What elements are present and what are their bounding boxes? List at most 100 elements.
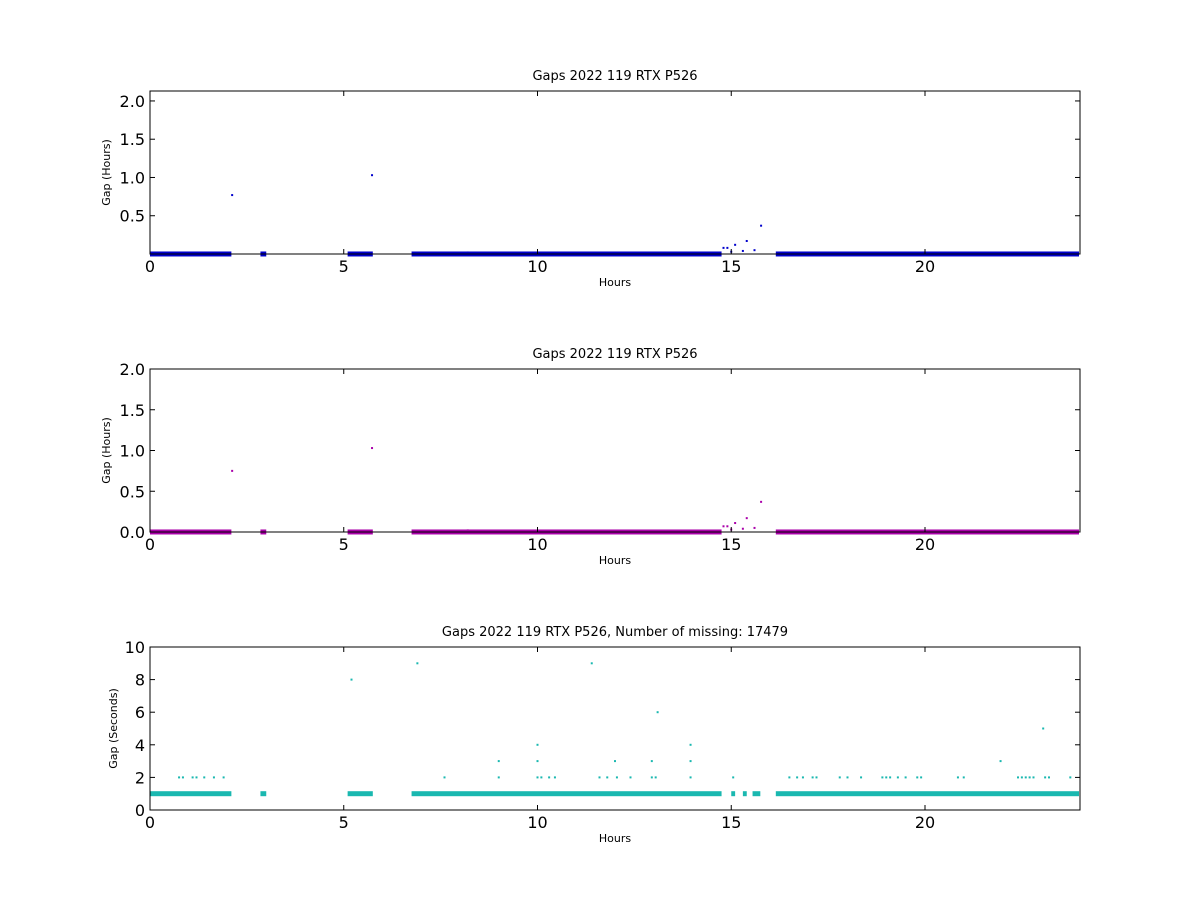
data-point: [788, 776, 791, 779]
baseline-segment: [150, 791, 232, 797]
data-point: [796, 776, 799, 779]
data-point: [614, 760, 616, 763]
x-tick-label: 10: [527, 535, 547, 554]
x-tick-label: 20: [915, 535, 935, 554]
y-tick-label: 0.5: [120, 482, 145, 501]
y-axis-label: Gap (Hours): [100, 139, 113, 206]
data-point: [1042, 727, 1045, 730]
baseline-segment: [775, 791, 1079, 797]
data-point: [753, 526, 756, 529]
data-point: [416, 662, 419, 665]
x-tick-label: 5: [339, 535, 349, 554]
data-point: [231, 469, 234, 472]
data-point: [896, 776, 899, 779]
chart-panel-1: 0 5 10 15 20 0.5 1.0 1.5 2.0 Gaps 2022 119 RTX P5…: [100, 69, 1081, 289]
y-tick-label: 4: [135, 736, 145, 755]
data-point: [212, 776, 215, 779]
data-point: [881, 776, 884, 779]
axes-frame: [149, 368, 1081, 533]
data-point: [745, 239, 748, 242]
y-tick-label: 2.0: [120, 92, 145, 111]
data-point: [548, 776, 551, 779]
data-point: [846, 776, 849, 779]
data-point: [615, 776, 618, 779]
x-tick-label: 20: [915, 257, 935, 276]
data-point: [656, 711, 659, 714]
chart-panel-3: 0 5 10 15 20 0 2 4 6 8 10 Gaps 2022 119 RTX P526, N…: [107, 625, 1081, 845]
y-tick-label: 6: [135, 703, 145, 722]
data-point: [371, 174, 374, 177]
data-point: [222, 776, 225, 779]
x-tick-label: 0: [145, 257, 155, 276]
x-tick-label: 10: [527, 813, 547, 832]
data-point: [734, 522, 737, 525]
data-point: [689, 743, 692, 746]
chart-title: Gaps 2022 119 RTX P526: [532, 347, 697, 362]
data-point: [536, 760, 539, 763]
baseline-segment: [742, 791, 747, 797]
data-point: [722, 525, 725, 528]
data-point: [1020, 776, 1023, 779]
data-point: [178, 776, 181, 779]
data-point: [553, 776, 556, 779]
data-point: [916, 776, 919, 779]
data-point: [195, 776, 198, 779]
y-tick-label: 1.5: [120, 401, 145, 420]
x-tick-label: 5: [339, 813, 349, 832]
x-tick-label: 5: [339, 257, 349, 276]
data-point: [838, 776, 841, 779]
data-point: [497, 776, 500, 779]
y-axis-label: Gap (Seconds): [107, 688, 120, 769]
y-tick-label: 0.5: [120, 207, 145, 226]
y-tick-label: 1.0: [120, 442, 145, 461]
data-point: [1017, 776, 1019, 779]
data-point: [540, 776, 543, 779]
axes-frame: [149, 90, 1081, 255]
y-tick-label: 1.5: [120, 130, 145, 149]
chart-panel-2: 0 5 10 15 20 0.0 0.5 1.0 1.5 2.0 Gaps 2022 119 RTX…: [100, 347, 1081, 567]
axes-frame: [149, 646, 1081, 811]
baseline-segment: [731, 791, 736, 797]
data-point: [1024, 776, 1027, 779]
data-point: [203, 776, 206, 779]
y-tick-label: 2: [135, 768, 145, 787]
baseline-segment: [411, 791, 722, 797]
data-point: [726, 525, 729, 528]
data-point: [231, 194, 234, 197]
y-tick-label: 10: [125, 638, 145, 657]
data-point: [1032, 776, 1035, 779]
x-tick-label: 10: [527, 257, 547, 276]
data-point: [815, 776, 818, 779]
data-point: [350, 678, 353, 681]
x-tick-label: 15: [721, 535, 741, 554]
x-axis-label: Hours: [599, 832, 631, 845]
data-point: [811, 776, 814, 779]
y-tick-label: 0: [135, 801, 145, 820]
data-point: [606, 776, 609, 779]
x-axis-label: Hours: [599, 276, 631, 289]
data-point: [1028, 776, 1031, 779]
baseline-segment: [260, 791, 267, 797]
data-point: [689, 776, 692, 779]
data-point: [741, 527, 744, 530]
chart-title: Gaps 2022 119 RTX P526: [532, 69, 697, 84]
y-tick-label: 8: [135, 671, 145, 690]
data-point: [885, 776, 888, 779]
x-tick-label: 20: [915, 813, 935, 832]
baseline-segment: [752, 791, 761, 797]
y-axis-label: Gap (Hours): [100, 417, 113, 484]
baseline-segment: [347, 791, 373, 797]
data-point: [999, 760, 1002, 763]
data-point: [466, 251, 469, 254]
y-tick-label: 0.0: [120, 523, 145, 542]
data-point: [466, 529, 469, 532]
data-point: [650, 760, 653, 763]
data-point: [956, 776, 959, 779]
data-point: [536, 776, 539, 779]
data-point: [590, 662, 593, 665]
data-point: [753, 249, 756, 252]
data-point: [760, 224, 763, 227]
data-point: [650, 776, 653, 779]
data-point: [497, 760, 500, 763]
y-tick-label: 1.0: [120, 168, 145, 187]
